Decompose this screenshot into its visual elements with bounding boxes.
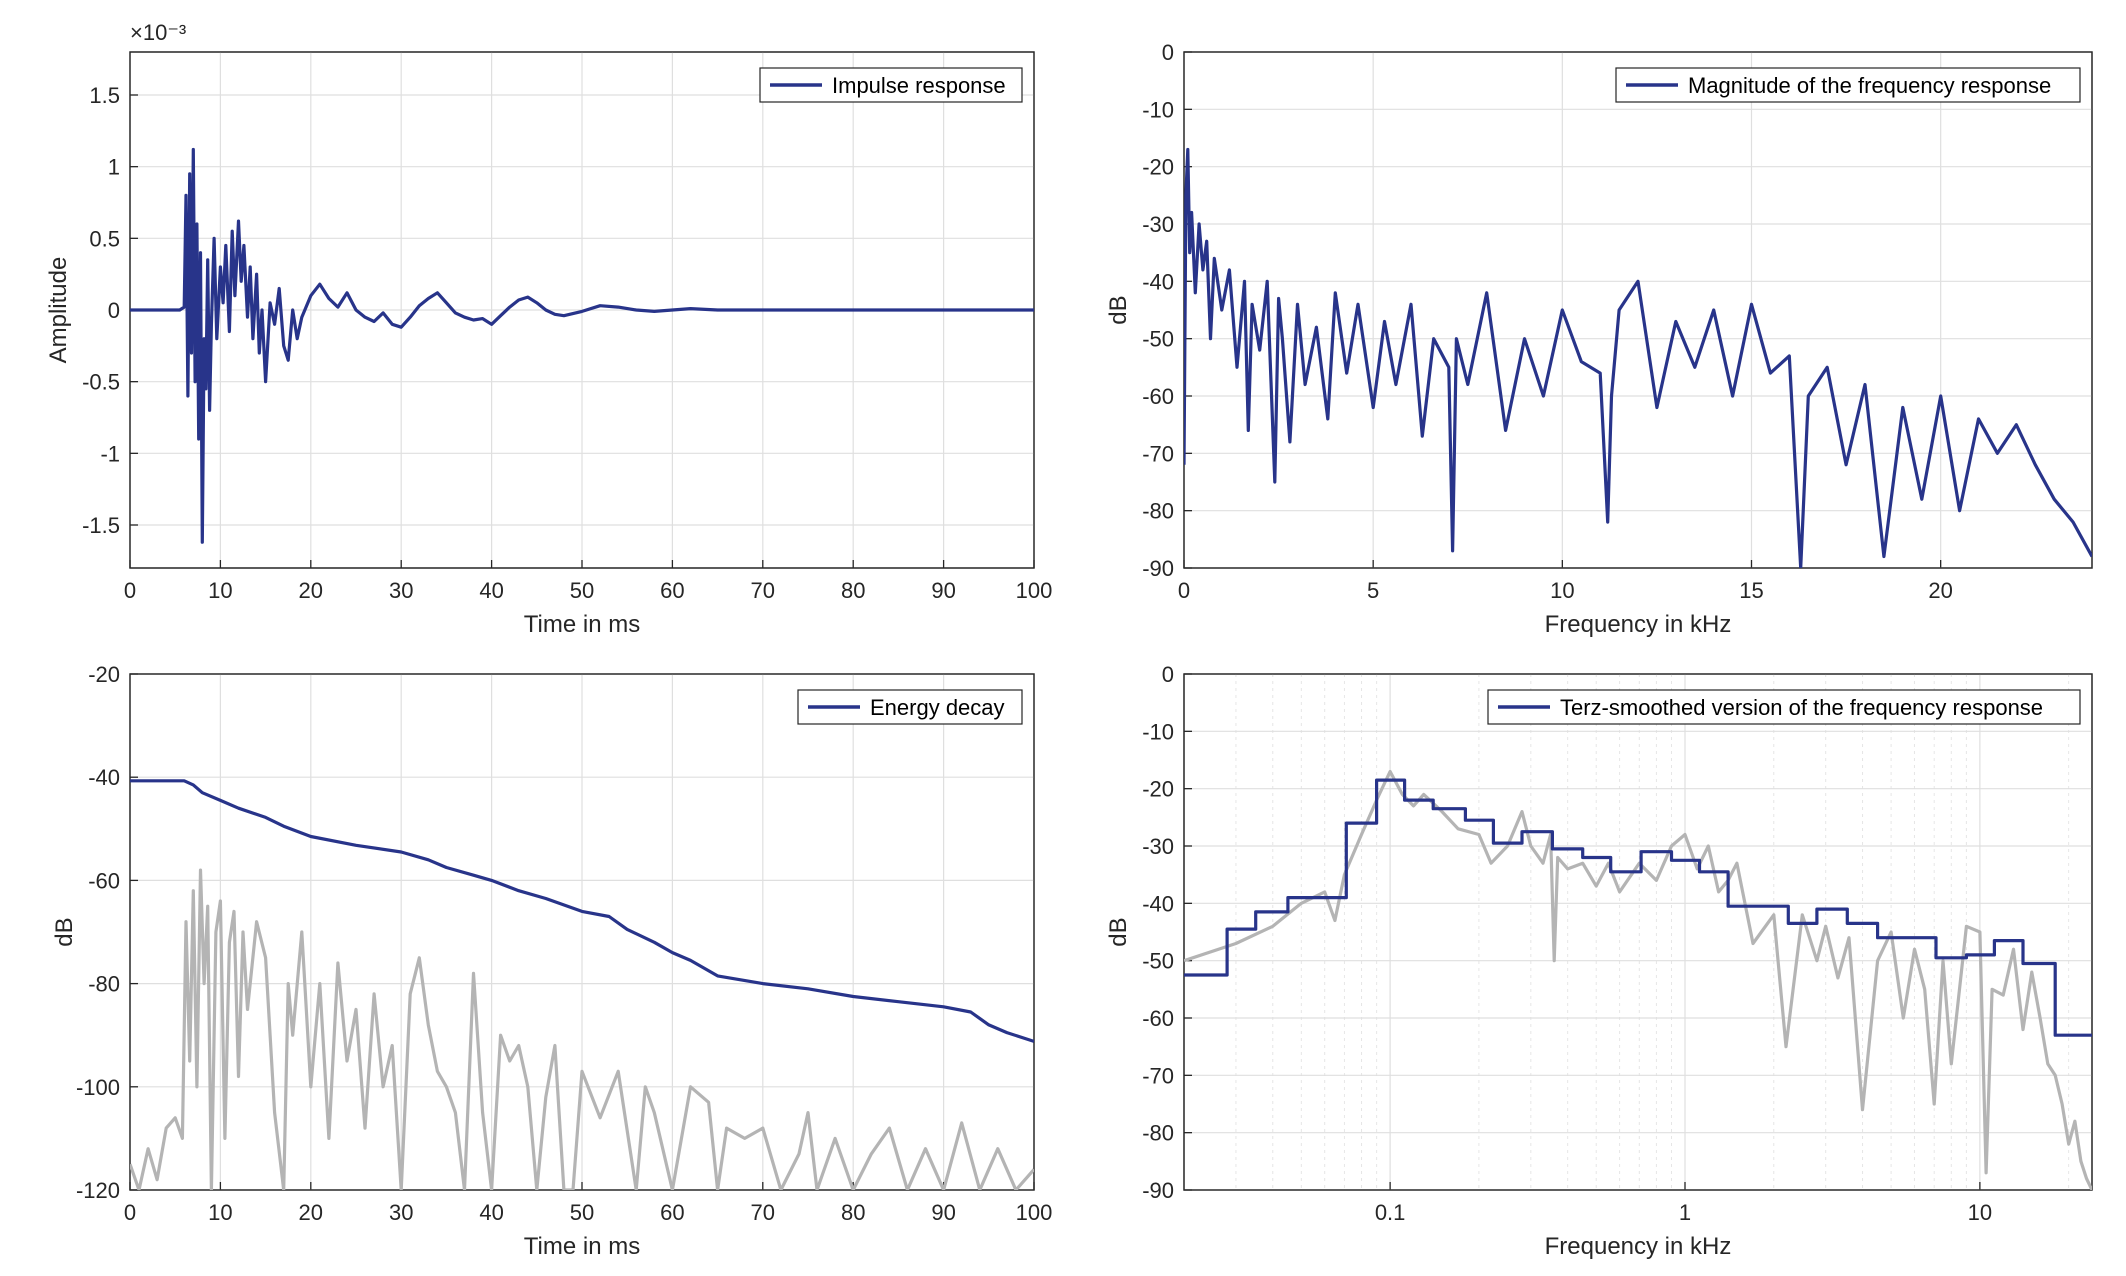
y-tick-label: -90 [1142,556,1174,581]
y-axis-label: Amplitude [45,257,72,364]
x-tick-label: 15 [1739,578,1763,603]
x-tick-label: 30 [389,578,413,603]
y-tick-label: -60 [1142,384,1174,409]
x-tick-label: 0 [1178,578,1190,603]
y-tick-label: -20 [1142,155,1174,180]
y-tick-label: -90 [1142,1178,1174,1203]
y-tick-label: -40 [1142,891,1174,916]
legend-box [1487,689,2081,725]
x-tick-label: 20 [1928,578,1952,603]
secondary-series-line [130,868,1034,1190]
x-tick-label: 10 [208,578,232,603]
y-tick-label: -60 [88,868,120,893]
y-axis-label: dB [1105,917,1132,946]
y-tick-label: -10 [1142,719,1174,744]
x-tick-label: 10 [1550,578,1574,603]
x-axis-label: Frequency in kHz [1545,1233,1732,1260]
y-exponent-label: ×10⁻³ [130,20,186,45]
x-tick-label: 0 [124,1200,136,1225]
secondary-series-line [1184,769,2092,1190]
x-tick-label: 5 [1367,578,1379,603]
y-tick-label: 0 [1162,40,1174,65]
y-tick-label: 1.5 [89,83,120,108]
x-tick-label: 100 [1016,1200,1053,1225]
x-axis-label: Frequency in kHz [1545,611,1732,638]
y-tick-label: -20 [1142,777,1174,802]
x-tick-label: 80 [841,578,865,603]
x-tick-label: 70 [751,1200,775,1225]
x-tick-label: 30 [389,1200,413,1225]
y-tick-label: -80 [1142,499,1174,524]
y-tick-label: 0 [1162,662,1174,687]
y-tick-label: -80 [1142,1121,1174,1146]
main-series-line [1184,778,2092,1037]
y-tick-label: -70 [1142,1063,1174,1088]
y-tick-label: -60 [1142,1006,1174,1031]
legend-label: Energy decay [870,695,1005,720]
y-tick-label: -120 [76,1178,120,1203]
terz-smoothed-panel: 0.1 1 10 0 -10 -20 -30 -40 -50 -60 -70 -80 -90 Freque… [1105,662,2093,1260]
x-tick-label: 60 [660,578,684,603]
legend-label: Magnitude of the frequency response [1688,73,2051,98]
impulse-response-panel: 0 10 20 30 40 50 60 70 80 90 100 -1.5 -1 -0.5 0 0.5 1 1.5… [45,20,1052,638]
y-tick-label: -30 [1142,212,1174,237]
y-tick-label: -80 [88,972,120,997]
x-tick-label: 10 [208,1200,232,1225]
x-tick-label: 90 [931,1200,955,1225]
x-tick-label: 0.1 [1375,1200,1406,1225]
y-tick-label: -30 [1142,834,1174,859]
y-tick-label: 0 [108,298,120,323]
x-tick-label: 70 [751,578,775,603]
x-tick-label: 80 [841,1200,865,1225]
main-series-line [130,147,1034,544]
y-tick-label: -1 [100,441,120,466]
y-tick-label: 1 [108,155,120,180]
x-tick-label: 20 [299,1200,323,1225]
x-tick-label: 0 [124,578,136,603]
x-tick-label: 40 [479,578,503,603]
main-series-line [130,779,1034,1043]
x-tick-label: 60 [660,1200,684,1225]
energy-decay-panel: 0 10 20 30 40 50 60 70 80 90 100 -20 -40 -60 -80 -100 -1… [51,662,1052,1260]
y-axis-label: dB [51,917,78,946]
y-tick-label: -100 [76,1075,120,1100]
y-tick-label: -70 [1142,441,1174,466]
frequency-response-panel: 0 5 10 15 20 0 -10 -20 -30 -40 -50 -60 -70 -80 -90 Freq… [1105,40,2093,638]
x-tick-label: 40 [479,1200,503,1225]
y-tick-label: -40 [1142,269,1174,294]
x-tick-label: 100 [1016,578,1053,603]
plot-frame [1183,673,2093,1191]
legend-label: Terz-smoothed version of the frequency r… [1560,695,2043,720]
y-tick-label: -20 [88,662,120,687]
y-tick-label: -1.5 [82,513,120,538]
x-tick-label: 20 [299,578,323,603]
main-series-line [1184,147,2092,568]
y-tick-label: -50 [1142,949,1174,974]
x-tick-label: 50 [570,1200,594,1225]
legend-label: Impulse response [832,73,1006,98]
plot-area [1183,673,2093,1191]
x-tick-label: 90 [931,578,955,603]
x-tick-label: 50 [570,578,594,603]
y-tick-label: -0.5 [82,370,120,395]
y-tick-label: -40 [88,765,120,790]
y-axis-label: dB [1105,295,1132,324]
x-tick-label: 1 [1679,1200,1691,1225]
legend-box [1615,67,2081,103]
y-tick-label: -50 [1142,327,1174,352]
x-axis-label: Time in ms [524,611,640,638]
y-tick-label: -10 [1142,97,1174,122]
x-axis-label: Time in ms [524,1233,640,1260]
plot-frame [129,673,1035,1191]
y-tick-label: 0.5 [89,226,120,251]
x-tick-label: 10 [1968,1200,1992,1225]
